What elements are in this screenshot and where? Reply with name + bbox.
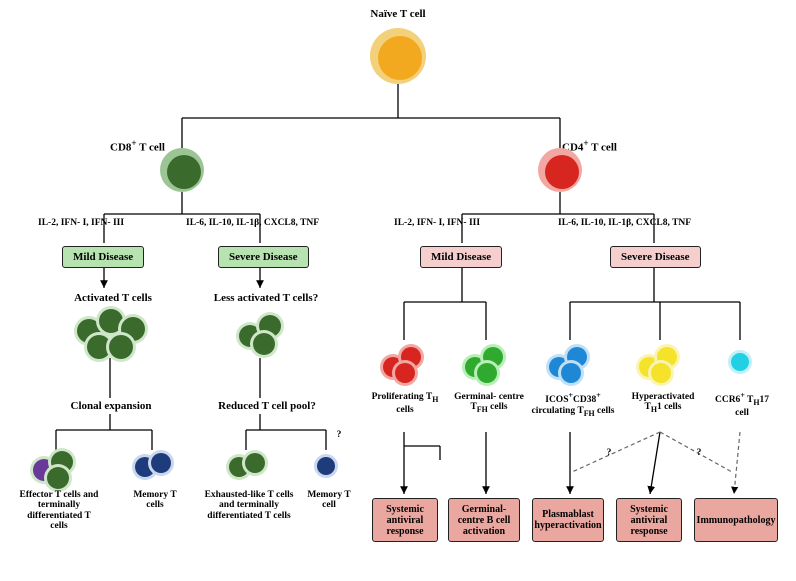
- connector-lines: [0, 0, 796, 581]
- activated-cluster: [74, 306, 152, 362]
- box-germinalb: Germinal-centre B cell activation: [448, 498, 520, 542]
- pill-cd8-mild: Mild Disease: [62, 246, 144, 268]
- memory-single-label: Memory T cell: [302, 490, 356, 511]
- germinal-tfh-label: Germinal- centre TFH cells: [450, 392, 528, 415]
- tfh-green-cluster: [462, 344, 512, 384]
- cd4-cell: [538, 148, 582, 192]
- exhausted-label: Exhausted-like T cells and terminally di…: [204, 490, 294, 521]
- th1-yellow-cluster: [636, 344, 686, 384]
- effector-label: Effector T cells and terminally differen…: [18, 490, 100, 532]
- question-mark: ?: [334, 430, 344, 440]
- memory-single: [314, 454, 338, 478]
- cyto-cd8-severe: IL-6, IL-10, IL-1β, CXCL8, TNF: [186, 218, 356, 228]
- th-red-cluster: [380, 344, 430, 384]
- cyto-cd8-mild: IL-2, IFN- I, IFN- III: [38, 218, 156, 228]
- pill-cd8-severe: Severe Disease: [218, 246, 309, 268]
- naive-cell: [370, 28, 426, 84]
- memory-cluster: [132, 450, 176, 482]
- memory-label: Memory T cells: [124, 490, 186, 511]
- box-systemic1: Systemic antiviral response: [372, 498, 438, 542]
- th17-cyan: [728, 350, 752, 374]
- cd8-cell: [160, 148, 204, 192]
- activated-label: Activated T cells: [58, 292, 168, 305]
- th1-label: Hyperactivated TH1 cells: [624, 392, 702, 415]
- box-systemic2: Systemic antiviral response: [616, 498, 682, 542]
- pill-cd4-mild: Mild Disease: [420, 246, 502, 268]
- proliferating-label: Proliferating TH cells: [370, 392, 440, 415]
- exhausted-cluster: [226, 450, 270, 482]
- less-activated-cluster: [236, 312, 292, 356]
- icos-label: ICOS+CD38+ circulating TFH cells: [530, 392, 616, 418]
- q2: ?: [694, 448, 704, 458]
- cyto-cd4-mild: IL-2, IFN- I, IFN- III: [394, 218, 512, 228]
- clonal-label: Clonal expansion: [56, 400, 166, 413]
- naive-label: Naïve T cell: [338, 8, 458, 21]
- cyto-cd4-severe: IL-6, IL-10, IL-1β, CXCL8, TNF: [558, 218, 728, 228]
- q1: ?: [604, 448, 614, 458]
- box-plasmablast: Plasmablast hyperactivation: [532, 498, 604, 542]
- pill-cd4-severe: Severe Disease: [610, 246, 701, 268]
- less-activated-label: Less activated T cells?: [196, 292, 336, 305]
- reduced-pool-label: Reduced T cell pool?: [202, 400, 332, 413]
- icos-blue-cluster: [546, 344, 596, 384]
- ccr6-label: CCR6+ TH17 cell: [710, 392, 774, 418]
- effector-cluster: [30, 448, 86, 488]
- box-immunopath: Immunopathology: [694, 498, 778, 542]
